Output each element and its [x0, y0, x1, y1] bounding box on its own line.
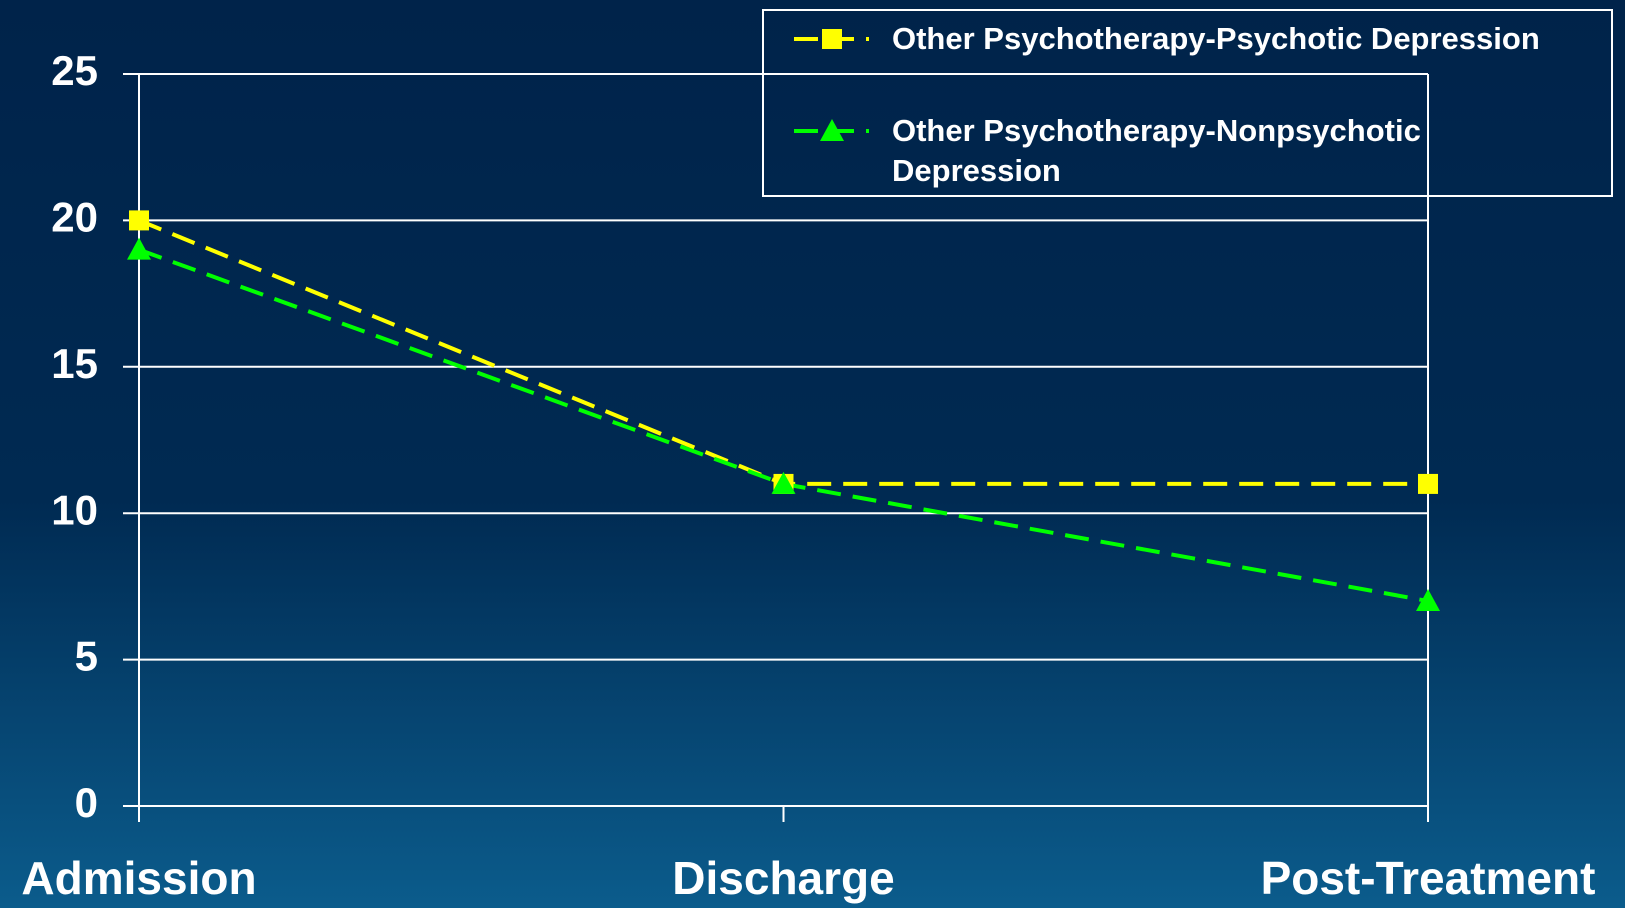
- y-tick-label: 10: [51, 486, 98, 533]
- marker: [1418, 473, 1438, 494]
- y-tick-label: 25: [51, 47, 98, 94]
- legend-symbol: [794, 119, 869, 141]
- legend-symbol: [794, 29, 869, 49]
- y-tick-label: 0: [75, 779, 98, 826]
- legend-label: Other Psychotherapy-Psychotic Depression: [892, 21, 1540, 56]
- y-tick-label: 20: [51, 193, 98, 240]
- legend: Other Psychotherapy-Psychotic Depression…: [762, 9, 1613, 197]
- marker: [771, 471, 796, 494]
- marker: [822, 29, 842, 49]
- series-line: [138, 218, 1428, 486]
- y-tick-label: 5: [75, 633, 98, 680]
- series-line: [138, 247, 1429, 604]
- marker: [129, 210, 149, 231]
- marker: [820, 119, 844, 141]
- marker: [127, 237, 151, 260]
- marker: [1416, 589, 1440, 612]
- y-tick-label: 15: [51, 340, 98, 387]
- x-tick-label: Post-Treatment: [1261, 852, 1596, 904]
- x-tick-label: Discharge: [672, 852, 894, 904]
- x-tick-label: Admission: [21, 852, 256, 904]
- legend-label: Other Psychotherapy-Nonpsychotic Depress…: [892, 113, 1421, 188]
